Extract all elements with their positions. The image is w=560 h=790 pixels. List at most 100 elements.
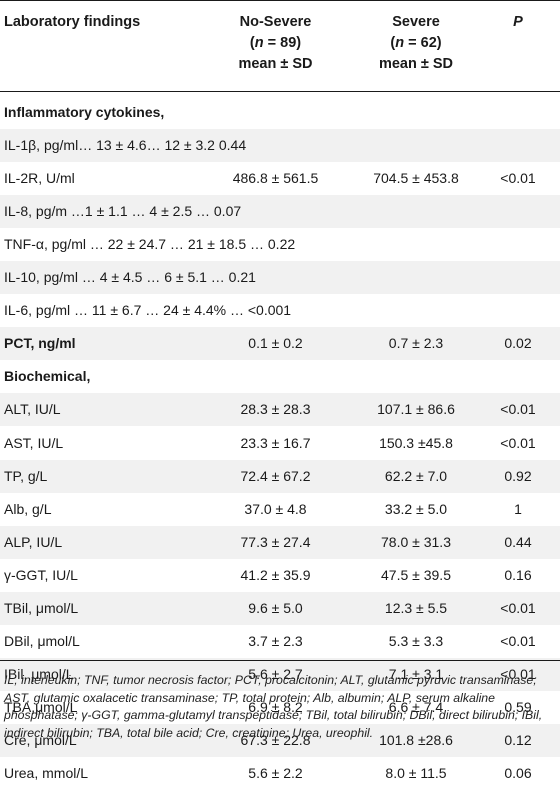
- table-row: PCT, ng/ml 0.1 ± 0.2 0.7 ± 2.3 0.02: [0, 327, 560, 361]
- cell-severe: [352, 261, 480, 294]
- cell-severe: [352, 195, 480, 228]
- cell-severe: 5.3 ± 3.3: [388, 632, 444, 649]
- cell-no-severe: 5.6 ± 2.7: [248, 665, 303, 682]
- cell-p-value: [478, 129, 558, 162]
- cell-p-value: <0.01: [500, 434, 536, 451]
- table-row: TBA,μmol/L 6.9 ± 8.2 6.6 ± 7.4 0.59: [0, 691, 560, 724]
- table-row: Cre, μmol/L 67.3 ± 22.8 101.8 ±28.6 0.12: [0, 723, 560, 757]
- cell-p-value: 0.16: [504, 566, 532, 583]
- cell-severe: [352, 360, 480, 393]
- cell-p-value: <0.01: [500, 632, 536, 649]
- header-severe-n: (n = 62): [390, 35, 442, 51]
- cell-no-severe: 0.1 ± 0.2: [248, 335, 303, 352]
- cell-no-severe: 72.4 ± 67.2: [240, 467, 311, 484]
- cell-no-severe: 41.2 ± 35.9: [240, 566, 311, 583]
- cell-severe: 704.5 ± 453.8: [373, 170, 459, 187]
- cell-p-value: [478, 294, 558, 327]
- cell-no-severe: 6.9 ± 8.2: [248, 698, 303, 715]
- table-row: IL-1β, pg/ml… 13 ± 4.6… 12 ± 3.2 0.44: [0, 129, 560, 163]
- cell-p-value: 0.59: [504, 698, 532, 715]
- cell-p-value: <0.01: [500, 170, 536, 187]
- header-laboratory-findings: Laboratory findings: [4, 14, 141, 30]
- table-row: γ-GGT, IU/L 41.2 ± 35.9 47.5 ± 39.5 0.16: [0, 559, 560, 592]
- table-row: IBil, μmol/L 5.6 ± 2.7 7.1 ± 3.1 <0.01: [0, 657, 560, 691]
- cell-severe: 33.2 ± 5.0: [384, 500, 448, 517]
- table-row: Urea, mmol/L 5.6 ± 2.2 8.0 ± 11.5 0.06: [0, 757, 560, 790]
- cell-severe: [352, 228, 480, 261]
- row-label: TBil, μmol/L: [4, 599, 79, 616]
- cell-p-value: [478, 195, 558, 228]
- row-label: Cre, μmol/L: [4, 731, 77, 748]
- row-label: TBA,μmol/L: [4, 698, 78, 715]
- row-label: IL-8, pg/m …1 ± 1.1 … 4 ± 2.5 … 0.07: [4, 203, 242, 220]
- cell-p-value: <0.01: [500, 665, 536, 682]
- cell-severe: 78.0 ± 31.3: [381, 533, 451, 550]
- cell-no-severe: 23.3 ± 16.7: [240, 434, 311, 451]
- top-rule: [0, 0, 560, 1]
- header-no-severe-name: No-Severe: [239, 14, 312, 30]
- cell-no-severe: 37.0 ± 4.8: [244, 500, 307, 517]
- cell-severe: 107.1 ± 86.6: [377, 401, 455, 418]
- cell-no-severe: [208, 129, 343, 162]
- bottom-rule: [0, 660, 560, 661]
- cell-no-severe: [208, 195, 343, 228]
- table-row: DBil, μmol/L 3.7 ± 2.3 5.3 ± 3.3 <0.01: [0, 625, 560, 658]
- cell-severe: [352, 129, 480, 162]
- cell-p-value: [478, 261, 558, 294]
- header-p-value: P: [513, 14, 523, 30]
- cell-severe: [352, 294, 480, 327]
- cell-no-severe: 67.3 ± 22.8: [240, 731, 311, 748]
- table-row: ALT, IU/L 28.3 ± 28.3 107.1 ± 86.6 <0.01: [0, 393, 560, 427]
- row-label: ALP, IU/L: [4, 533, 63, 550]
- table-row: TNF-α, pg/ml … 22 ± 24.7 … 21 ± 18.5 … 0…: [0, 228, 560, 261]
- cell-p-value: <0.01: [500, 401, 536, 418]
- row-label: DBil, μmol/L: [4, 632, 80, 649]
- cell-severe: 47.5 ± 39.5: [381, 566, 451, 583]
- header-rule: [0, 91, 560, 92]
- row-label: IL-10, pg/ml … 4 ± 4.5 … 6 ± 5.1 … 0.21: [4, 269, 256, 286]
- row-label: IL-1β, pg/ml… 13 ± 4.6… 12 ± 3.2 0.44: [4, 137, 247, 154]
- cell-no-severe: [208, 96, 343, 129]
- row-label: Biochemical,: [4, 368, 91, 385]
- table-row: IL-2R, U/ml 486.8 ± 561.5 704.5 ± 453.8 <0.…: [0, 162, 560, 195]
- cell-severe: 6.6 ± 7.4: [388, 698, 444, 715]
- cell-p-value: 0.06: [504, 765, 532, 781]
- cell-severe: 101.8 ±28.6: [379, 731, 453, 748]
- row-label: IL-2R, U/ml: [4, 170, 75, 187]
- cell-no-severe: 5.6 ± 2.2: [248, 765, 303, 781]
- cell-p-value: 0.12: [504, 731, 532, 748]
- table-row: Biochemical,: [0, 360, 560, 393]
- table-row: TP, g/L 72.4 ± 67.2 62.2 ± 7.0 0.92: [0, 459, 560, 493]
- cell-severe: 0.7 ± 2.3: [388, 335, 444, 352]
- cell-no-severe: [208, 360, 343, 393]
- cell-p-value: <0.01: [500, 599, 536, 616]
- row-label: TNF-α, pg/ml … 22 ± 24.7 … 21 ± 18.5 … 0…: [4, 236, 296, 253]
- row-label: PCT, ng/ml: [4, 335, 76, 352]
- header-no-severe-n: (n = 89): [249, 35, 302, 51]
- row-label: IL-6, pg/ml … 11 ± 6.7 … 24 ± 4.4% … <0.…: [4, 302, 292, 319]
- cell-no-severe: [208, 261, 343, 294]
- row-label: Alb, g/L: [4, 500, 52, 517]
- cell-no-severe: 9.6 ± 5.0: [248, 599, 303, 616]
- header-severe-stat: mean ± SD: [378, 56, 454, 72]
- header-severe-name: Severe: [392, 14, 440, 30]
- cell-p-value: 0.92: [504, 467, 532, 484]
- table-row: Inflammatory cytokines,: [0, 96, 560, 129]
- row-label: IBil, μmol/L: [4, 665, 74, 682]
- cell-p-value: 1: [514, 500, 522, 517]
- cell-p-value: [478, 96, 558, 129]
- table-row: IL-6, pg/ml … 11 ± 6.7 … 24 ± 4.4% … <0.…: [0, 294, 560, 327]
- cell-p-value: [478, 360, 558, 393]
- cell-no-severe: [208, 228, 343, 261]
- row-label: AST, IU/L: [4, 434, 64, 451]
- row-label: TP, g/L: [4, 467, 48, 484]
- cell-no-severe: 3.7 ± 2.3: [248, 632, 303, 649]
- table-row: IL-8, pg/m …1 ± 1.1 … 4 ± 2.5 … 0.07: [0, 195, 560, 229]
- cell-no-severe: 77.3 ± 27.4: [240, 533, 311, 550]
- cell-no-severe: [208, 294, 343, 327]
- row-label: γ-GGT, IU/L: [4, 566, 78, 583]
- table-row: ALP, IU/L 77.3 ± 27.4 78.0 ± 31.3 0.44: [0, 525, 560, 559]
- cell-severe: 7.1 ± 3.1: [388, 665, 444, 682]
- table-footnote: IL, interleukin; TNF, tumor necrosis fac…: [4, 673, 543, 740]
